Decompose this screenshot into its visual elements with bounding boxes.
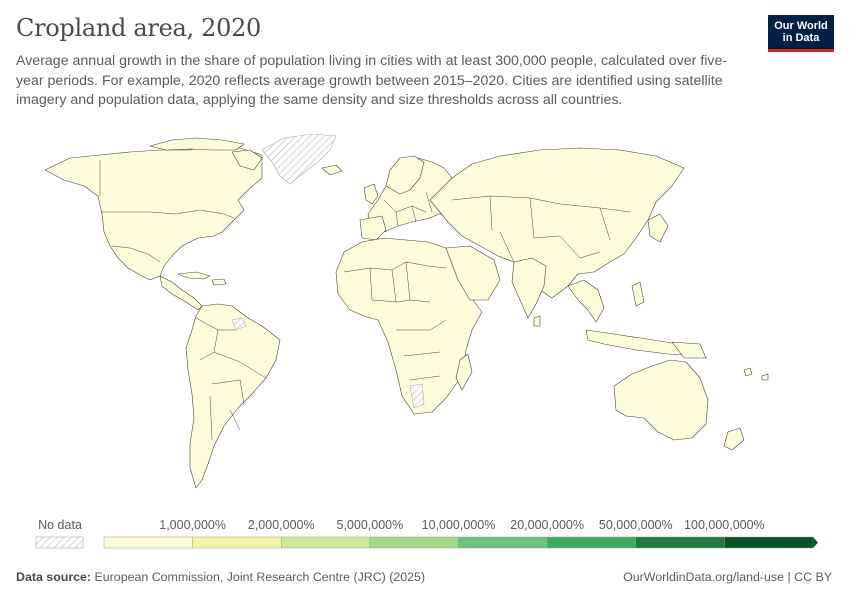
iceland[interactable] [321,164,343,176]
australia[interactable] [613,359,709,441]
chart-title: Cropland area, 2020 [16,14,262,42]
south-america-borders [195,317,267,441]
canada-us-border [102,209,235,219]
legend-threshold-label: 1,000,000% [159,518,226,532]
legend-bin-6[interactable] [635,536,725,549]
legend-bin-2[interactable] [281,536,371,549]
africa-landmass[interactable] [335,237,483,415]
hispaniola[interactable] [211,278,227,286]
iberia[interactable] [359,215,387,241]
indian-subcontinent[interactable] [511,257,547,319]
greenland-no-data[interactable] [261,133,337,185]
legend-bin-4[interactable] [458,536,548,549]
world-map[interactable] [0,128,850,508]
new-zealand[interactable] [723,427,745,451]
legend-no-data-label: No data [38,518,82,532]
legend-no-data[interactable]: No data [35,518,84,549]
south-america-landmass[interactable] [185,303,281,489]
owid-logo[interactable]: Our World in Data [768,15,834,52]
legend-bin-0[interactable] [103,536,193,549]
papua-new-guinea[interactable] [671,341,707,359]
arabian-peninsula[interactable] [445,245,501,301]
legend-bin-3[interactable] [369,536,459,549]
logo-line-1: Our World [774,20,828,32]
logo-line-2: in Data [782,32,820,44]
legend-bin-5[interactable] [546,536,636,549]
asia-landmass[interactable] [429,147,685,299]
chart-subtitle: Average annual growth in the share of po… [16,53,728,109]
legend-threshold-label: 2,000,000% [248,518,315,532]
baffin-island[interactable] [231,149,263,171]
madagascar[interactable] [455,353,473,391]
data-source-label: Data source: [16,570,92,584]
southeast-asia[interactable] [567,279,605,323]
japan[interactable] [647,213,669,243]
lesotho-eswatini-no-data[interactable] [409,383,425,409]
legend-threshold-labels: 1,000,000% 2,000,000% 5,000,000% 10,000,000… [159,518,764,532]
legend-threshold-label: 10,000,000% [422,518,496,532]
caribbean-islands[interactable] [177,271,211,280]
legend-bin-1[interactable] [192,536,282,549]
legend-threshold-label: 50,000,000% [599,518,673,532]
europe-borders [383,191,433,227]
us-mexico-border [111,245,161,263]
legend-bin-7[interactable] [724,536,814,549]
legend-no-data-swatch [35,536,84,549]
legend-color-bins [103,536,814,549]
legend-threshold-label: 100,000,000% [684,518,765,532]
uk-ireland[interactable] [363,183,379,205]
footer-source: Data source: European Commission, Joint … [16,570,425,584]
french-guiana-no-data[interactable] [231,317,247,331]
africa-borders [343,261,447,381]
legend-threshold-label: 5,000,000% [337,518,404,532]
legend-arrow-icon [813,537,818,548]
footer-url[interactable]: OurWorldinData.org/land-use | CC BY [623,570,832,584]
sri-lanka[interactable] [533,315,541,327]
philippines[interactable] [631,281,645,307]
asia-borders [451,195,631,263]
map-legend: No data 1,000,000% 2,000,000% 5,000,000% 10… [35,518,818,549]
scandinavia[interactable] [385,155,425,195]
pacific-islands[interactable] [743,367,769,381]
data-source-text[interactable]: European Commission, Joint Research Cent… [94,570,426,584]
canadian-arctic-islands[interactable] [149,137,245,151]
central-america[interactable] [159,275,203,311]
legend-threshold-label: 20,000,000% [510,518,584,532]
